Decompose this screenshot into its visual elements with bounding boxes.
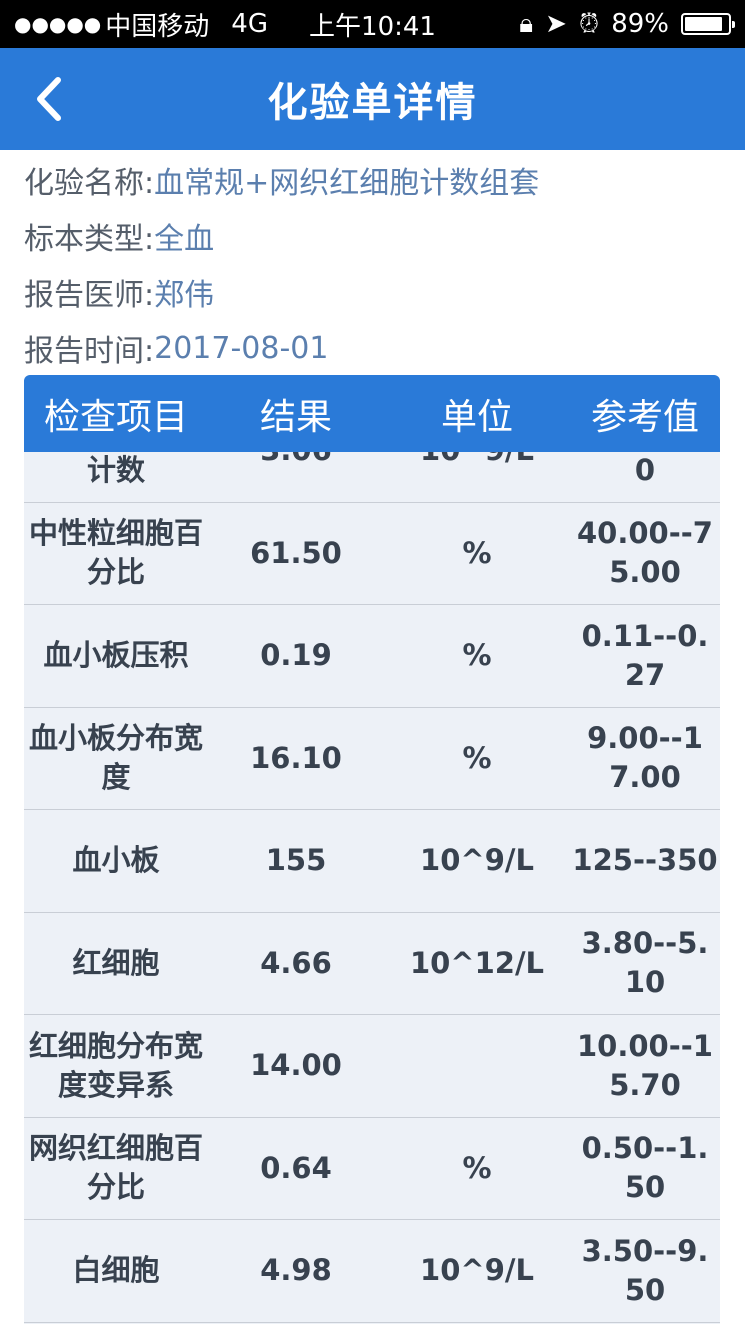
item-unit: 10^9/L [384,452,570,470]
column-header: 结果 [259,396,332,438]
status-bar: ●●●●● 中国移动 4G 上午10:41 🔒︎ ➤ ⏰︎ 89% [0,0,745,48]
column-header: 检查项目 [43,396,188,438]
page-title: 化验单详情 [267,80,478,126]
item-name: 红细胞分布宽度变异系 [28,1028,203,1102]
column-header: 单位 [440,396,513,438]
item-unit: 10^9/L [420,1253,534,1288]
signal-icon: ●●●●● [14,12,102,36]
item-result: 0.19 [260,638,332,673]
info-value: 血常规+网织红细胞计数组套 [154,166,540,201]
item-name: 中性粒细胞百分比 [28,516,203,590]
report-info: 化验名称: 血常规+网织红细胞计数组套 标本类型: 全血 报告医师: 郑伟 报告时间: 201… [24,152,724,376]
item-unit: % [462,1150,492,1185]
item-name: 血小板 [72,843,160,878]
table-header: 检查项目 结果 单位 参考值 [24,375,720,452]
item-unit: 10^12/L [409,945,545,980]
item-reference: 0.50--1.50 [581,1131,709,1205]
info-value: 全血 [154,222,215,257]
item-result: 61.50 [250,535,342,570]
item-unit: % [462,638,492,673]
carrier: 中国移动 [105,11,210,42]
alarm-icon: ⏰︎ [578,8,600,39]
column-header: 参考值 [590,396,699,438]
item-result: 14.00 [250,1048,342,1083]
item-unit: 10^9/L [420,843,534,878]
item-reference: 10.00--15.70 [577,1028,713,1102]
item-name: 红细胞 [72,945,160,980]
table-row: 计数 3.06 10^9/L 0 [24,452,720,503]
item-unit: % [462,740,492,775]
item-result: 155 [265,843,327,878]
item-reference: 9.00--17.00 [587,721,703,795]
item-reference: 0.11--0.27 [581,618,709,692]
chevron-left-icon [37,77,61,121]
item-reference: 40.00--75.00 [577,516,713,590]
info-line: 报告医师: 郑伟 [24,264,724,320]
location-icon: ➤ [545,9,567,39]
back-button[interactable] [34,74,84,124]
table-row: 血小板 155 10^9/L 125--350 [24,810,720,913]
info-value: 郑伟 [154,278,215,313]
results-table: 检查项目 结果 单位 参考值 计数 3.06 10^9/L 0 中性粒细胞百分比 61… [24,375,720,1324]
item-result: 4.98 [260,1253,332,1288]
item-reference: 3.50--9.50 [581,1233,709,1307]
info-label: 报告医师: [24,278,155,313]
table-row: 中性粒细胞百分比 61.50 % 40.00--75.00 [24,503,720,605]
item-reference: 125--350 [572,843,718,878]
item-result: 3.06 [208,452,384,470]
item-name: 白细胞 [72,1253,160,1288]
item-reference: 3.80--5.10 [581,926,709,1000]
orientation-lock-icon: 🔒︎ [519,8,534,39]
info-value: 2017-08-01 [154,330,329,366]
table-row: 网织红细胞百分比 0.64 % 0.50--1.50 [24,1118,720,1220]
table-row: 红细胞分布宽度变异系 14.00 10.00--15.70 [24,1015,720,1118]
table-row: 白细胞 4.98 10^9/L 3.50--9.50 [24,1220,720,1323]
item-name: 计数 [86,452,145,487]
item-name: 血小板分布宽度 [28,721,203,795]
battery-icon [681,13,735,35]
table-row: 血小板分布宽度 16.10 % 9.00--17.00 [24,708,720,810]
item-name: 血小板压积 [43,638,189,673]
network: 4G [231,9,268,39]
item-result: 4.66 [260,945,332,980]
item-unit: % [462,535,492,570]
item-reference: 0 [634,452,656,487]
item-result: 16.10 [250,740,342,775]
info-line: 标本类型: 全血 [24,208,724,264]
table-row: 红细胞 4.66 10^12/L 3.80--5.10 [24,913,720,1015]
nav-bar: 化验单详情 [0,48,745,150]
item-name: 网织红细胞百分比 [28,1131,203,1205]
item-result: 0.64 [260,1150,332,1185]
info-label: 化验名称: [24,166,155,201]
info-label: 标本类型: [24,222,155,257]
info-line: 化验名称: 血常规+网织红细胞计数组套 [24,152,724,208]
table-body[interactable]: 计数 3.06 10^9/L 0 中性粒细胞百分比 61.50 % 40.00-… [24,452,720,1324]
info-label: 报告时间: [24,334,155,369]
table-row: 血小板压积 0.19 % 0.11--0.27 [24,605,720,708]
battery-percent: 89% [611,9,669,39]
info-line: 报告时间: 2017-08-01 [24,320,724,376]
